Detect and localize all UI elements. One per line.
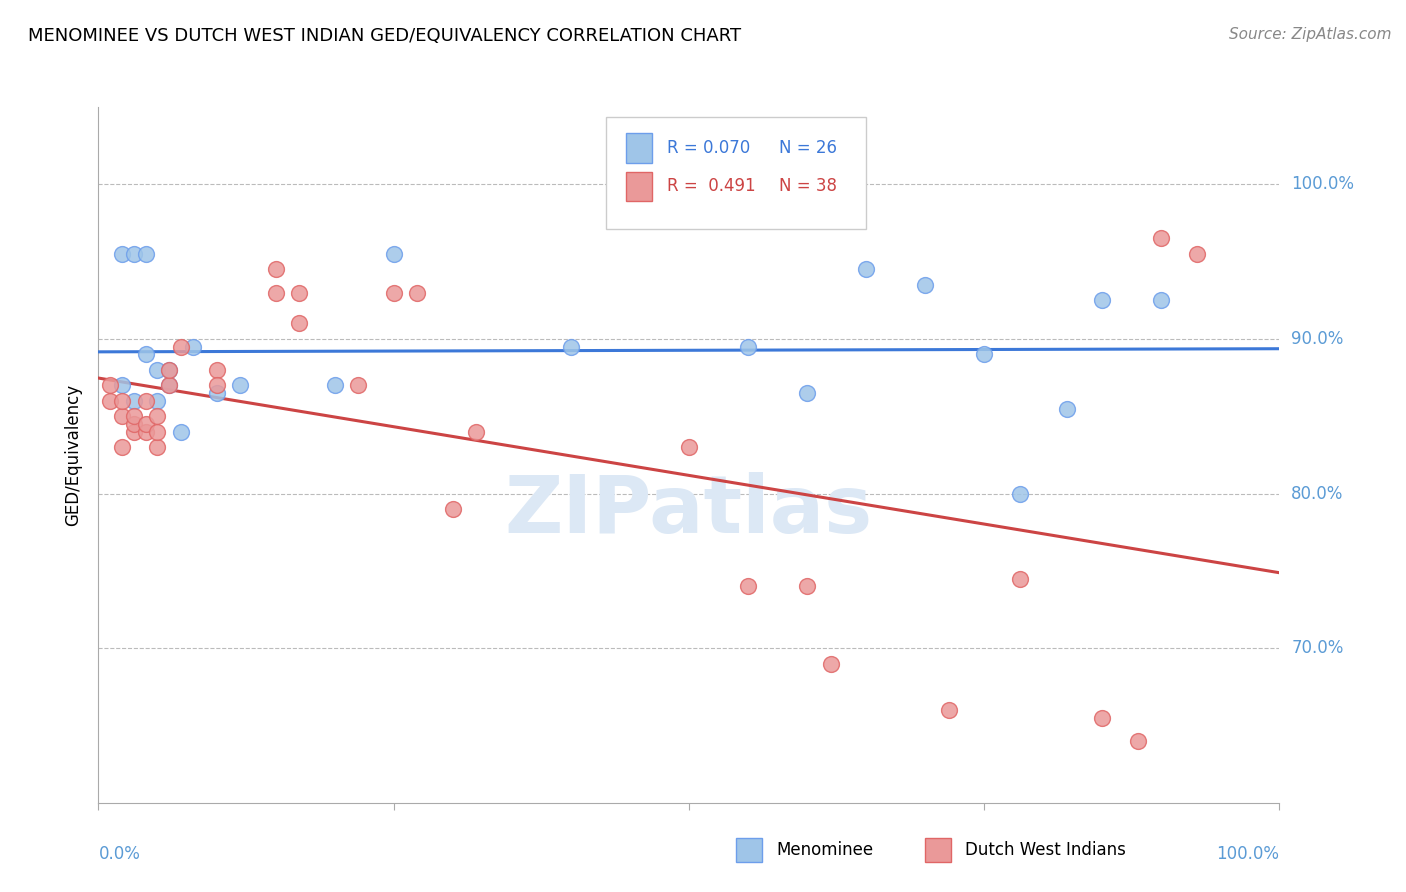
Text: MENOMINEE VS DUTCH WEST INDIAN GED/EQUIVALENCY CORRELATION CHART: MENOMINEE VS DUTCH WEST INDIAN GED/EQUIV…: [28, 27, 741, 45]
Point: [111, 247, 134, 261]
Point: [1150, 231, 1173, 245]
Point: [170, 425, 193, 439]
Point: [111, 393, 134, 408]
Point: [111, 378, 134, 392]
Point: [205, 363, 228, 377]
Point: [111, 409, 134, 424]
Point: [135, 425, 157, 439]
Point: [170, 340, 193, 354]
Point: [1126, 734, 1149, 748]
Point: [146, 363, 169, 377]
Text: 100.0%: 100.0%: [1216, 845, 1279, 863]
Point: [1008, 572, 1031, 586]
Point: [157, 363, 180, 377]
Point: [98, 378, 121, 392]
Point: [157, 378, 180, 392]
Point: [122, 393, 145, 408]
Point: [157, 378, 180, 392]
Point: [135, 247, 157, 261]
Point: [1150, 293, 1173, 308]
Point: [288, 317, 311, 331]
Point: [146, 440, 169, 454]
Point: [1185, 247, 1208, 261]
Point: [1091, 711, 1114, 725]
Text: N = 26: N = 26: [779, 139, 837, 157]
Point: [146, 393, 169, 408]
Point: [122, 417, 145, 431]
Text: R = 0.070: R = 0.070: [666, 139, 749, 157]
Point: [157, 363, 180, 377]
Point: [181, 340, 204, 354]
Point: [737, 579, 759, 593]
Point: [146, 409, 169, 424]
Point: [560, 340, 582, 354]
Point: [1056, 401, 1078, 416]
Bar: [626, 134, 652, 162]
Point: [205, 378, 228, 392]
Text: Source: ZipAtlas.com: Source: ZipAtlas.com: [1229, 27, 1392, 42]
Point: [146, 425, 169, 439]
Point: [264, 285, 287, 300]
Point: [347, 378, 370, 392]
Point: [737, 340, 759, 354]
Point: [122, 425, 145, 439]
Bar: [925, 838, 950, 862]
Point: [122, 409, 145, 424]
Text: Menominee: Menominee: [776, 841, 873, 859]
Point: [135, 347, 157, 361]
Point: [1008, 486, 1031, 500]
Point: [382, 247, 405, 261]
Point: [796, 386, 818, 401]
Point: [98, 393, 121, 408]
FancyBboxPatch shape: [606, 118, 866, 229]
Text: 90.0%: 90.0%: [1291, 330, 1344, 348]
Text: 80.0%: 80.0%: [1291, 484, 1344, 502]
Point: [122, 247, 145, 261]
Y-axis label: GED/Equivalency: GED/Equivalency: [65, 384, 83, 526]
Point: [678, 440, 700, 454]
Point: [914, 277, 936, 292]
Point: [406, 285, 429, 300]
Point: [820, 657, 842, 671]
Point: [796, 579, 818, 593]
Point: [441, 502, 464, 516]
Text: 100.0%: 100.0%: [1291, 176, 1354, 194]
Point: [1091, 293, 1114, 308]
Text: N = 38: N = 38: [779, 178, 837, 195]
Point: [229, 378, 252, 392]
Point: [855, 262, 877, 277]
Text: ZIPatlas: ZIPatlas: [505, 472, 873, 549]
Text: Dutch West Indians: Dutch West Indians: [966, 841, 1126, 859]
Text: 70.0%: 70.0%: [1291, 640, 1344, 657]
Point: [135, 393, 157, 408]
Point: [111, 440, 134, 454]
Bar: [737, 838, 762, 862]
Text: R =  0.491: R = 0.491: [666, 178, 755, 195]
Point: [973, 347, 995, 361]
Point: [938, 703, 960, 717]
Point: [205, 386, 228, 401]
Point: [288, 285, 311, 300]
Point: [382, 285, 405, 300]
Point: [465, 425, 488, 439]
Point: [135, 417, 157, 431]
Point: [264, 262, 287, 277]
Text: 0.0%: 0.0%: [98, 845, 141, 863]
Bar: [626, 172, 652, 201]
Point: [323, 378, 346, 392]
